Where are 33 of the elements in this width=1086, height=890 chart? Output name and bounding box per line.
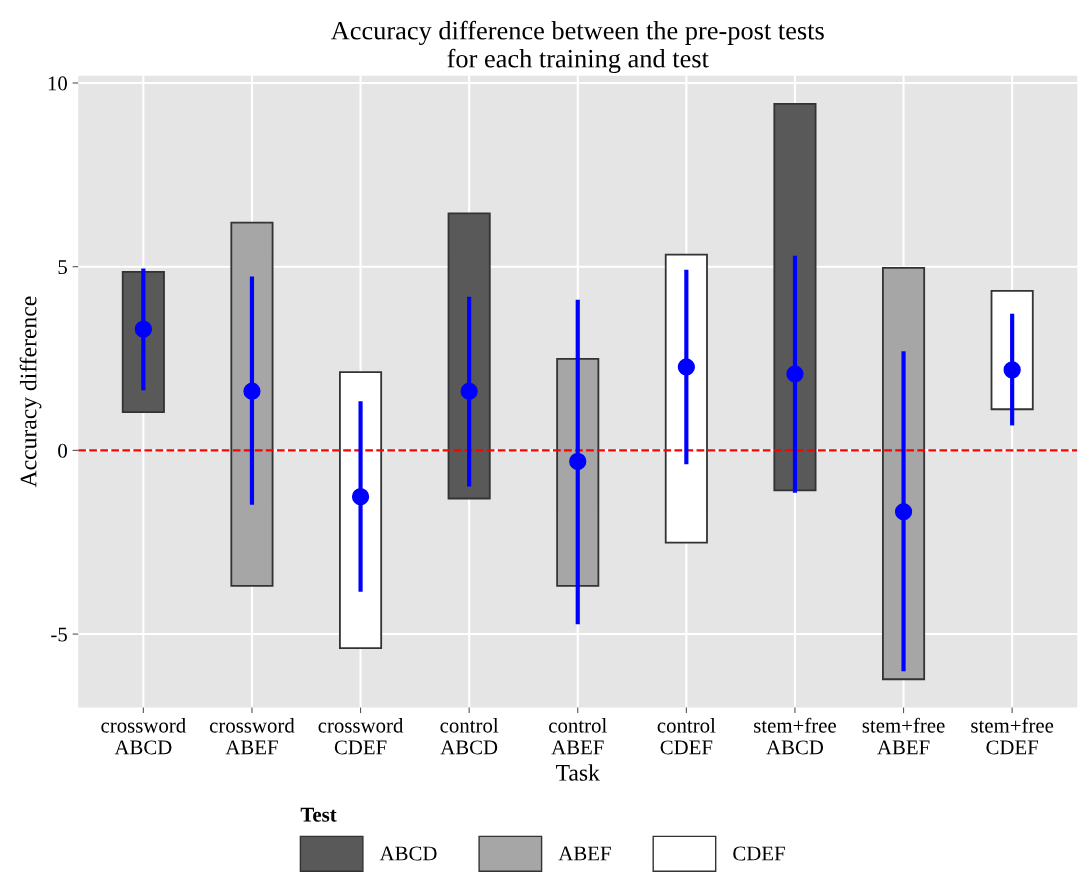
point bbox=[569, 452, 587, 471]
x-tick-label: stem+free CDEF bbox=[971, 717, 1054, 755]
x-tick-label: stem+free ABEF bbox=[862, 717, 945, 755]
y-tick-label: -5 bbox=[51, 627, 67, 642]
x-tick-label: crossword CDEF bbox=[318, 717, 404, 755]
x-tick-label: crossword ABEF bbox=[209, 717, 295, 755]
y-tick-label: 10 bbox=[48, 76, 67, 91]
x-axis-title: Task bbox=[556, 764, 600, 781]
point bbox=[243, 382, 261, 400]
bar bbox=[230, 221, 274, 587]
bar bbox=[882, 266, 926, 681]
point bbox=[351, 488, 370, 506]
y-tick-label: 0 bbox=[58, 443, 67, 458]
x-tick-label: stem+free ABCD bbox=[754, 717, 836, 755]
legend-label: CDEF bbox=[733, 846, 785, 861]
point bbox=[894, 503, 913, 521]
legend-title: Test bbox=[300, 807, 337, 822]
point bbox=[460, 382, 478, 400]
y-tick-label: 5 bbox=[58, 260, 67, 275]
legend-label: ABCD bbox=[379, 846, 437, 861]
y-axis-title: Accuracy difference bbox=[19, 296, 42, 488]
x-tick-label: control ABEF bbox=[549, 717, 607, 755]
point bbox=[677, 358, 695, 376]
point bbox=[1003, 361, 1021, 379]
x-tick-label: crossword ABCD bbox=[101, 717, 186, 755]
legend-label: ABEF bbox=[558, 846, 611, 861]
point bbox=[134, 320, 152, 338]
bar bbox=[773, 103, 817, 492]
x-tick-label: control ABCD bbox=[440, 717, 499, 755]
chart-title: Accuracy difference between the pre-post tests for each training and test bbox=[330, 20, 824, 74]
x-tick-label: control CDEF bbox=[657, 717, 716, 755]
point bbox=[786, 365, 804, 383]
bar bbox=[447, 212, 491, 500]
